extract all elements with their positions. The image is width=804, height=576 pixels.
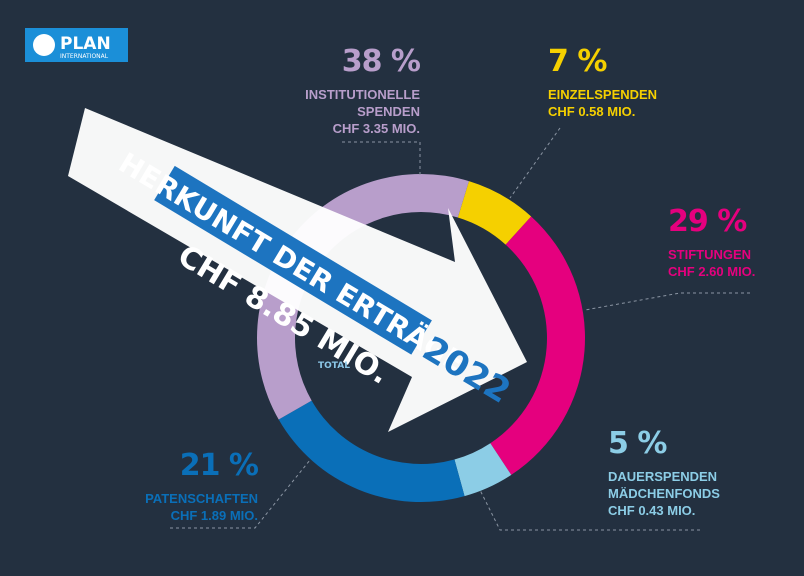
- value-label: 38 %: [341, 44, 421, 79]
- leader: [509, 127, 561, 199]
- leader: [479, 489, 700, 531]
- donut-segment: [457, 181, 532, 245]
- logo-subtitle: INTERNATIONAL: [60, 53, 109, 60]
- category-label: EINZELSPENDEN: [548, 87, 658, 102]
- donut-segment: [490, 216, 585, 475]
- leader: [584, 292, 750, 311]
- value-label: 21 %: [179, 448, 259, 483]
- total-label: TOTAL: [318, 361, 350, 371]
- segment-label: 5 % DAUERSPENDEN MÄDCHENFONDS CHF 0.43 MIO…: [608, 424, 723, 520]
- donut-segment: [454, 443, 512, 497]
- donut-segment: [278, 400, 465, 502]
- value-label: 29 %: [668, 204, 747, 239]
- value-label: 7 %: [548, 44, 607, 79]
- leader-lines: [170, 127, 750, 531]
- segment-label: 21 % PATENSCHAFTEN CHF 1.89 MIO.: [128, 446, 259, 525]
- leader: [342, 141, 421, 178]
- category-label: INSTITUTIONELLE SPENDEN: [305, 87, 420, 119]
- leader: [170, 459, 311, 529]
- category-label: PATENSCHAFTEN: [145, 491, 258, 506]
- segment-label: 7 % EINZELSPENDEN CHF 0.58 MIO.: [548, 42, 688, 121]
- segment-label: 29 % STIFTUNGEN CHF 2.60 MIO.: [668, 202, 788, 281]
- category-label: STIFTUNGEN: [668, 247, 752, 262]
- category-label: DAUERSPENDEN MÄDCHENFONDS: [608, 469, 720, 501]
- logo-name: PLAN: [60, 34, 111, 54]
- logo-icon: [33, 34, 55, 56]
- segment-label: 38 % INSTITUTIONELLE SPENDEN CHF 3.35 MIO.: [305, 42, 421, 138]
- amount-label: CHF 0.43 MIO.: [608, 502, 696, 518]
- amount-label: CHF 3.35 MIO.: [332, 120, 420, 136]
- amount-label: CHF 2.60 MIO.: [668, 263, 756, 279]
- amount-label: CHF 0.58 MIO.: [548, 103, 636, 119]
- amount-label: CHF 1.89 MIO.: [170, 507, 258, 523]
- value-label: 5 %: [608, 426, 667, 461]
- title-banner: [154, 165, 432, 355]
